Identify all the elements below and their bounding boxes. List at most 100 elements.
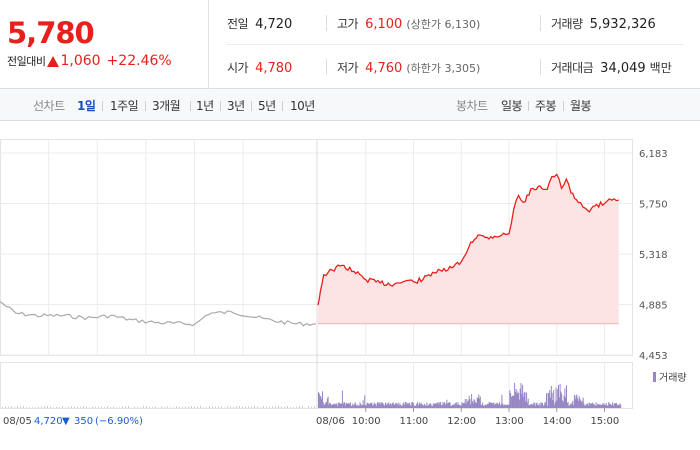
- volume-bar: [383, 404, 385, 408]
- volume-bar: [272, 406, 273, 408]
- volume-bar: [408, 402, 410, 408]
- volume-bar: [278, 406, 279, 408]
- volume-bar: [463, 403, 465, 408]
- volume-bar: [370, 403, 372, 408]
- volume-bar: [484, 404, 486, 408]
- volume-bar: [339, 403, 341, 408]
- volume-bar: [137, 406, 138, 408]
- volume-bar: [520, 383, 522, 408]
- volume-bar: [550, 397, 551, 408]
- volume-bar: [140, 407, 141, 408]
- volume-bar: [20, 406, 21, 408]
- volume-bar: [432, 405, 433, 408]
- x-axis-ticks: 10:00 11:00 12:00 13:00 14:00 15:00: [352, 408, 619, 427]
- volume-bar: [411, 402, 413, 408]
- volume-bar: [485, 404, 487, 408]
- volume-bar: [206, 407, 207, 408]
- tab-daily[interactable]: 일봉: [501, 99, 523, 113]
- volume-bar: [341, 390, 343, 408]
- divider: [145, 101, 146, 111]
- volume-bar: [545, 402, 547, 408]
- volume-bar: [432, 403, 434, 408]
- volume-bar: [542, 405, 544, 408]
- volume-bar: [462, 403, 464, 408]
- volume-bar: [434, 403, 436, 408]
- divider: [326, 59, 327, 75]
- volume-bar: [494, 405, 496, 408]
- tab-1d[interactable]: 1일: [77, 99, 96, 113]
- tab-1y[interactable]: 1년: [196, 99, 214, 113]
- volume-bar: [444, 404, 446, 408]
- volume-bar: [347, 403, 349, 408]
- volume-bar: [369, 403, 370, 408]
- tab-1w[interactable]: 1주일: [110, 99, 139, 113]
- volume-bars: [2, 383, 622, 408]
- volume-bar: [575, 395, 577, 408]
- tab-10y[interactable]: 10년: [290, 99, 315, 113]
- volume-bar: [83, 406, 84, 408]
- volume-bar: [589, 403, 591, 408]
- tab-weekly[interactable]: 주봉: [535, 99, 557, 113]
- volume-bar: [396, 404, 398, 408]
- volume-bar: [404, 402, 406, 408]
- volume-bar: [542, 402, 543, 408]
- volume-bar: [574, 399, 576, 408]
- volume-bar: [413, 405, 415, 408]
- volume-bar: [566, 402, 568, 408]
- volume-bar: [212, 406, 213, 408]
- prev-day-change-pct: (−6.90%): [95, 416, 143, 427]
- volume-bar: [594, 405, 596, 408]
- volume-bar: [550, 385, 552, 408]
- volume-bar: [451, 404, 453, 408]
- volume-bar: [367, 402, 369, 408]
- volume-bar: [191, 406, 192, 408]
- volume-bar: [412, 402, 414, 408]
- volume-bar: [471, 401, 473, 408]
- stat-value: 4,760: [365, 61, 403, 76]
- stat-volume: 거래량 5,932,326: [551, 15, 656, 32]
- volume-bar: [409, 404, 411, 408]
- volume-bar: [589, 402, 591, 408]
- volume-bar: [170, 407, 171, 408]
- volume-bar: [597, 403, 599, 408]
- volume-bar: [296, 406, 297, 408]
- volume-bar: [308, 406, 309, 408]
- volume-bar: [439, 402, 441, 408]
- stat-value: 6,100: [365, 17, 403, 32]
- volume-bar: [552, 400, 554, 408]
- volume-bar: [318, 393, 320, 408]
- volume-bar: [23, 406, 24, 408]
- volume-bar: [104, 407, 105, 408]
- volume-legend-swatch: [653, 372, 656, 382]
- volume-bar: [386, 403, 388, 408]
- divider: [563, 101, 564, 111]
- volume-bar: [377, 402, 379, 408]
- tab-5y[interactable]: 5년: [258, 99, 276, 113]
- volume-bar: [348, 403, 350, 408]
- volume-bar: [62, 406, 63, 408]
- volume-bar: [275, 406, 276, 408]
- volume-bar: [345, 402, 347, 408]
- volume-bar: [125, 406, 126, 408]
- tab-monthly[interactable]: 월봉: [570, 99, 592, 113]
- divider: [220, 101, 221, 111]
- volume-bar: [468, 395, 470, 408]
- volume-bar: [437, 402, 439, 408]
- volume-bar: [412, 403, 414, 408]
- volume-bar: [557, 389, 559, 408]
- volume-bar: [326, 402, 327, 408]
- volume-bar: [613, 405, 614, 408]
- volume-bar: [456, 405, 458, 408]
- volume-bar: [617, 405, 618, 408]
- volume-bar: [158, 407, 159, 408]
- volume-bar: [513, 395, 515, 408]
- volume-bar: [371, 402, 373, 408]
- volume-bar: [44, 406, 45, 408]
- change-row: 전일대비 1,060 +22.46%: [7, 53, 172, 69]
- volume-bar: [173, 407, 174, 408]
- volume-bar: [507, 404, 509, 408]
- tab-3m[interactable]: 3개월: [152, 99, 181, 113]
- volume-bar: [59, 407, 60, 408]
- tab-3y[interactable]: 3년: [227, 99, 245, 113]
- change-percent: +22.46%: [106, 53, 172, 69]
